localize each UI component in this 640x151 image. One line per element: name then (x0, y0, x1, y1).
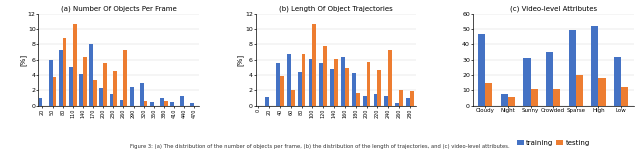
Bar (79, 74, 83, 106)
Bar (164, 101, 168, 106)
Bar (356, 93, 360, 106)
Bar (410, 91, 413, 106)
Bar (568, 31, 576, 106)
Bar (69, 67, 73, 106)
Bar (621, 87, 628, 106)
Bar (399, 90, 403, 106)
Bar (266, 97, 269, 106)
Bar (170, 102, 174, 106)
Bar (93, 80, 97, 106)
Bar (388, 50, 392, 106)
Bar (546, 52, 553, 106)
Bar (319, 63, 323, 106)
Y-axis label: [%]: [%] (237, 54, 244, 66)
Bar (378, 70, 381, 106)
Bar (287, 53, 291, 106)
Bar (341, 57, 345, 106)
Bar (301, 53, 305, 106)
Bar (150, 102, 154, 106)
Bar (352, 74, 356, 106)
Bar (553, 89, 561, 106)
Bar (103, 63, 107, 106)
Bar (90, 43, 93, 106)
Bar (83, 57, 86, 106)
Bar (323, 46, 327, 106)
Bar (345, 68, 349, 106)
Bar (130, 87, 134, 106)
Title: (c) Video-level Attributes: (c) Video-level Attributes (509, 6, 596, 12)
Bar (160, 98, 164, 106)
Title: (b) Length Of Object Trajectories: (b) Length Of Object Trajectories (279, 6, 393, 12)
Bar (280, 76, 284, 106)
Bar (191, 103, 194, 106)
Text: Figure 3: (a) The distribution of the number of objects per frame, (b) the distr: Figure 3: (a) The distribution of the nu… (130, 145, 510, 149)
Bar (276, 63, 280, 106)
Bar (614, 57, 621, 106)
Bar (385, 96, 388, 106)
Bar (308, 59, 312, 106)
Title: (a) Number Of Objects Per Frame: (a) Number Of Objects Per Frame (61, 6, 177, 12)
Bar (367, 62, 371, 106)
Bar (113, 71, 117, 106)
Bar (591, 26, 598, 106)
Bar (291, 90, 294, 106)
Bar (312, 24, 316, 106)
Bar (140, 83, 143, 106)
Bar (478, 34, 485, 106)
Bar (180, 96, 184, 106)
Bar (39, 98, 42, 106)
Bar (63, 38, 67, 106)
Bar (298, 72, 301, 106)
Bar (363, 96, 367, 106)
Bar (52, 77, 56, 106)
Bar (524, 58, 531, 106)
Bar (59, 50, 63, 106)
Bar (485, 83, 492, 106)
Bar (531, 89, 538, 106)
Bar (598, 78, 605, 106)
Legend: training, testing: training, testing (514, 137, 593, 148)
Bar (120, 100, 124, 106)
Bar (49, 60, 52, 106)
Bar (334, 59, 338, 106)
Bar (109, 94, 113, 106)
Bar (124, 50, 127, 106)
Bar (500, 94, 508, 106)
Bar (508, 97, 515, 106)
Bar (143, 101, 147, 106)
Bar (73, 24, 77, 106)
Bar (396, 103, 399, 106)
Bar (99, 88, 103, 106)
Bar (374, 94, 378, 106)
Bar (406, 98, 410, 106)
Bar (330, 69, 334, 106)
Y-axis label: [%]: [%] (20, 54, 26, 66)
Bar (576, 75, 583, 106)
